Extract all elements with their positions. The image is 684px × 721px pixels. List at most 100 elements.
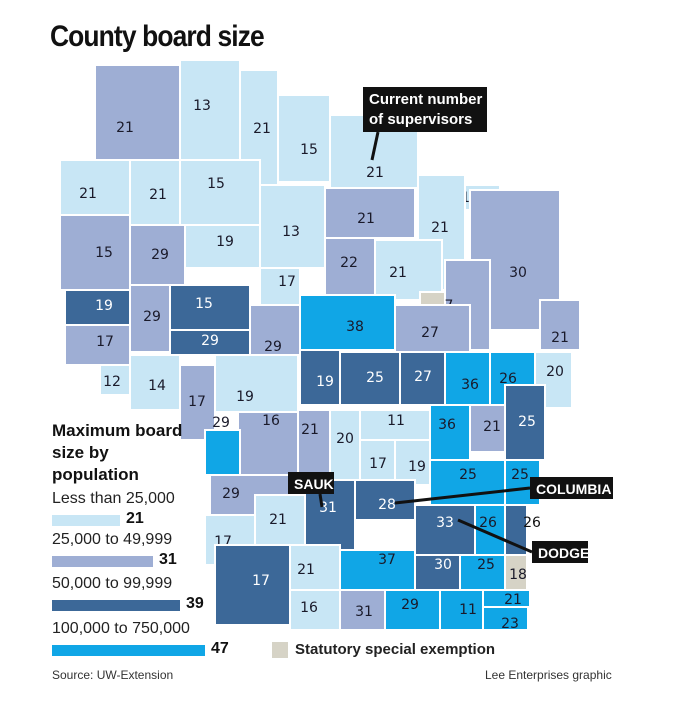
county-shape: [299, 294, 396, 351]
county-value: 17: [188, 394, 206, 410]
county-shape: [129, 284, 171, 353]
county-value: 21: [357, 211, 375, 227]
county-shape: [469, 404, 506, 453]
county-value: 15: [195, 296, 213, 312]
county-shape: [329, 409, 361, 491]
supervisors-callout-pointer: [370, 131, 380, 161]
sauk-callout-box: [288, 472, 334, 494]
sauk-callout-label: SAUK: [294, 476, 334, 492]
county-value: 21: [366, 165, 384, 181]
dodge-callout-box: [532, 541, 588, 563]
columbia-callout-label: COLUMBIA: [536, 481, 611, 497]
legend-item-label: 25,000 to 49,999: [52, 531, 173, 548]
county-shape: [324, 187, 416, 239]
county-value: 37: [378, 552, 396, 568]
county-shape: [289, 589, 341, 631]
county-value: 27: [414, 369, 432, 385]
county-shape: [204, 429, 241, 476]
county-shape: [99, 364, 131, 396]
county-shape: [179, 364, 216, 441]
exemption-label: Statutory special exemption: [295, 641, 496, 658]
county-value: 25: [511, 467, 529, 483]
county-shape: [539, 299, 581, 351]
county-value: 33: [436, 515, 454, 531]
legend-item-max: 39: [186, 595, 204, 612]
source-note: Source: UW-Extension: [52, 668, 174, 682]
county-value: 16: [262, 413, 280, 429]
county-shape: [184, 224, 261, 269]
county-value: 20: [546, 364, 564, 380]
county-value: 29: [222, 486, 240, 502]
county-value: 15: [207, 176, 225, 192]
county-shape: [482, 606, 529, 631]
columbia-callout-box: [530, 477, 613, 499]
supervisors-callout-box: [363, 87, 487, 132]
supervisors-callout-label: Current number: [369, 91, 483, 108]
legend-item-bar: [52, 600, 180, 611]
county-shape: [384, 589, 441, 631]
county-value: 21: [551, 330, 569, 346]
county-shape: [399, 351, 446, 406]
county-value: 21: [431, 220, 449, 236]
county-value: 11: [387, 413, 405, 429]
county-shape: [179, 59, 241, 161]
county-value: 20: [336, 431, 354, 447]
county-shape: [94, 64, 181, 161]
county-value: 17: [369, 456, 387, 472]
county-value: 29: [201, 333, 219, 349]
sauk-callout-pointer: [318, 493, 324, 508]
county-value: 30: [434, 557, 452, 573]
legend-heading: Maximum board size by population: [52, 421, 183, 484]
county-value: 31: [319, 500, 337, 516]
county-value: 29: [401, 597, 419, 613]
county-shape: [414, 504, 476, 556]
county-value: 21: [504, 592, 522, 608]
legend-item-max: 21: [126, 510, 144, 527]
county-value: 11: [459, 602, 477, 618]
county-value: 19: [216, 234, 234, 250]
county-value: 17: [278, 274, 296, 290]
county-value: 16: [300, 600, 318, 616]
county-value: 13: [193, 98, 211, 114]
county-value: 26: [479, 515, 497, 531]
legend-item-max: 47: [211, 640, 229, 657]
county-value: 38: [346, 319, 364, 335]
county-shape: [259, 267, 301, 306]
county-value: 23: [501, 616, 519, 632]
county-shape: [439, 589, 484, 631]
county-value: 12: [103, 374, 121, 390]
county-value: 19: [236, 389, 254, 405]
legend-item-bar: [52, 645, 205, 656]
county-shape: [129, 224, 186, 291]
credit-note: Lee Enterprises graphic: [485, 668, 612, 682]
county-value: 19: [316, 374, 334, 390]
county-value: 22: [340, 255, 358, 271]
county-shape: [59, 214, 131, 291]
county-shape: [179, 159, 261, 226]
county-value: 29: [264, 339, 282, 355]
county-shape: [129, 354, 181, 411]
county-value: 17: [96, 334, 114, 350]
county-value: 29: [212, 415, 230, 431]
county-value: 25: [366, 370, 384, 386]
county-shape: [394, 304, 471, 353]
county-value: 29: [151, 247, 169, 263]
county-value: 17: [252, 573, 270, 589]
county-value: 27: [421, 325, 439, 341]
county-value: 30: [509, 265, 527, 281]
county-value: 31: [355, 604, 373, 620]
county-value: 36: [461, 377, 479, 393]
county-value: 18: [509, 567, 527, 583]
county-value: 28: [378, 497, 396, 513]
county-value: 21: [301, 422, 319, 438]
exemption-swatch: [272, 642, 288, 658]
legend-item-label: 100,000 to 750,000: [52, 620, 190, 637]
legend-item-bar: [52, 515, 120, 526]
county-shape: [64, 324, 131, 366]
county-shape: [129, 159, 181, 226]
supervisors-callout-label: of supervisors: [369, 111, 472, 128]
county-value: 21: [297, 562, 315, 578]
county-value: 21: [116, 120, 134, 136]
county-shape: [277, 94, 331, 183]
county-value: 14: [148, 378, 166, 394]
